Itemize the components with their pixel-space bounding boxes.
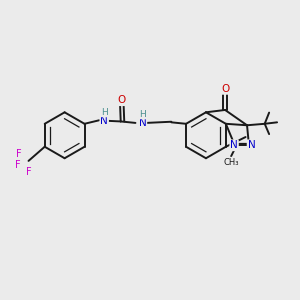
Text: O: O <box>118 95 126 105</box>
Text: H: H <box>139 110 146 118</box>
Text: CH₃: CH₃ <box>224 158 239 166</box>
Text: F: F <box>26 167 32 177</box>
Text: O: O <box>221 84 229 94</box>
Text: F: F <box>16 149 22 159</box>
Text: N: N <box>139 118 146 128</box>
Text: N: N <box>230 140 238 150</box>
Text: N: N <box>100 116 108 126</box>
Text: F: F <box>14 160 20 170</box>
Text: H: H <box>101 107 108 116</box>
Text: N: N <box>248 140 255 150</box>
